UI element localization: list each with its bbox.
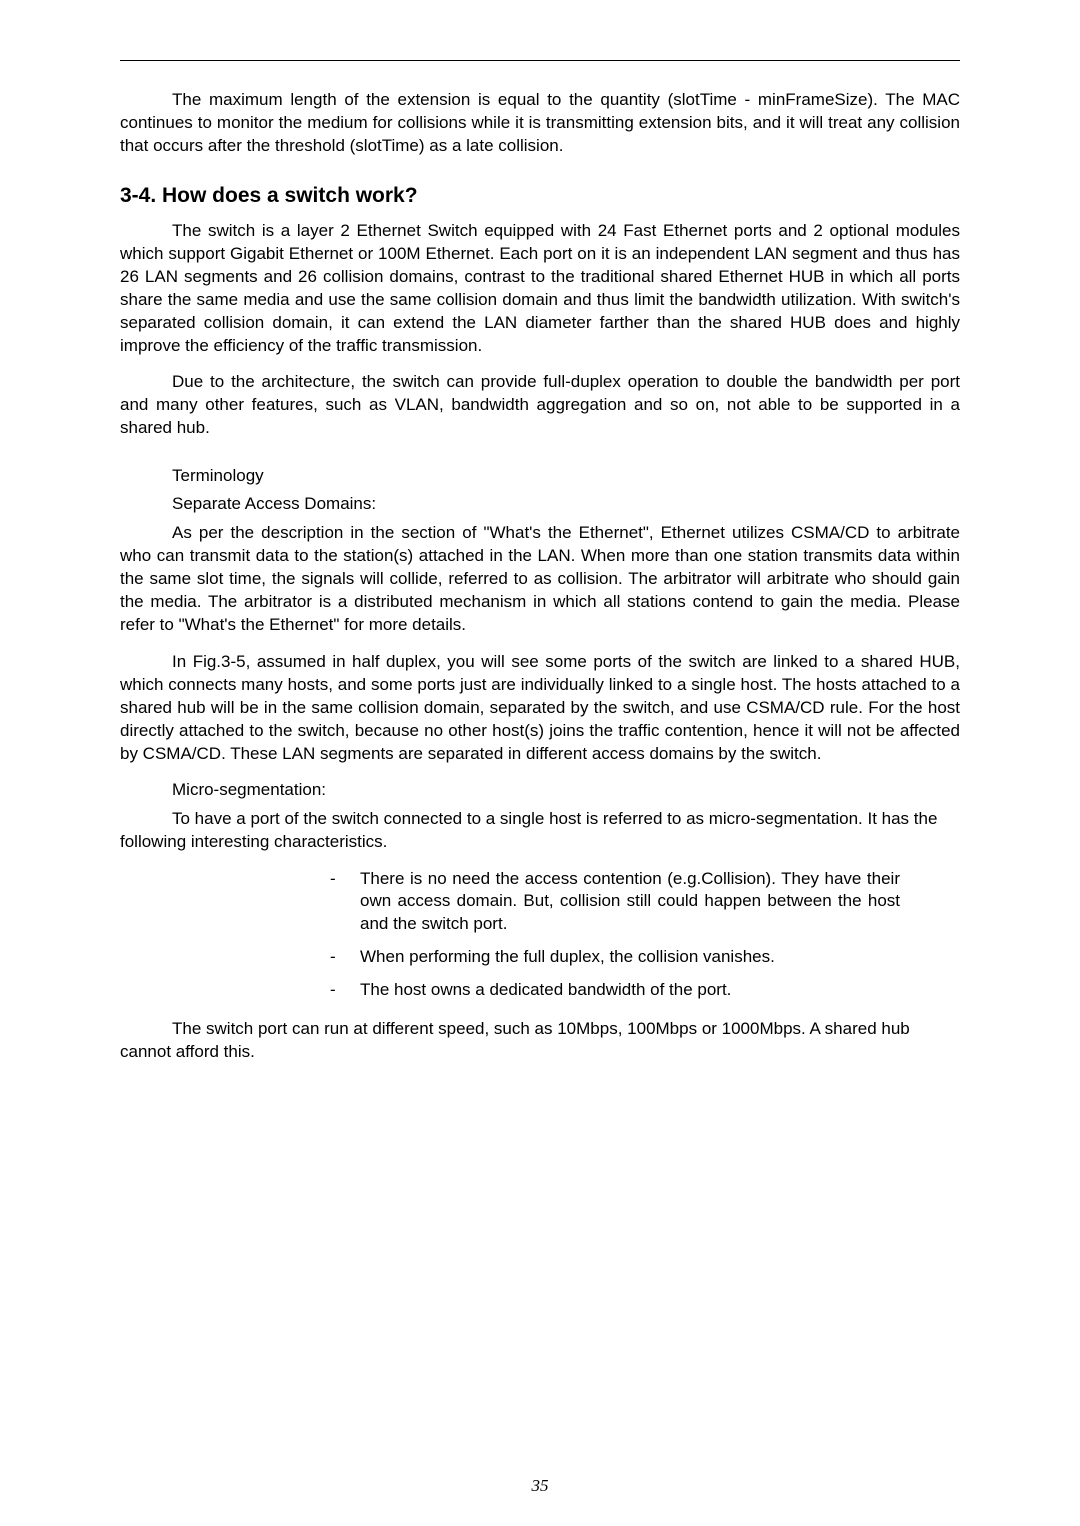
subheading-terminology: Terminology [172, 466, 960, 486]
paragraph: The maximum length of the extension is e… [120, 89, 960, 158]
paragraph: Due to the architecture, the switch can … [120, 371, 960, 440]
bullet-list: There is no need the access contention (… [120, 868, 960, 1003]
paragraph: To have a port of the switch connected t… [120, 808, 960, 854]
section-heading: 3-4. How does a switch work? [120, 184, 960, 208]
page-number: 35 [0, 1476, 1080, 1496]
paragraph: The switch is a layer 2 Ethernet Switch … [120, 220, 960, 358]
list-item: When performing the full duplex, the col… [360, 946, 900, 969]
paragraph: As per the description in the section of… [120, 522, 960, 637]
subheading-micro-segmentation: Micro-segmentation: [172, 780, 960, 800]
document-page: The maximum length of the extension is e… [0, 0, 1080, 1526]
list-item: The host owns a dedicated bandwidth of t… [360, 979, 900, 1002]
list-item: There is no need the access contention (… [360, 868, 900, 937]
top-rule [120, 60, 960, 61]
paragraph: In Fig.3-5, assumed in half duplex, you … [120, 651, 960, 766]
subheading-separate-access: Separate Access Domains: [172, 494, 960, 514]
paragraph: The switch port can run at different spe… [120, 1018, 960, 1064]
